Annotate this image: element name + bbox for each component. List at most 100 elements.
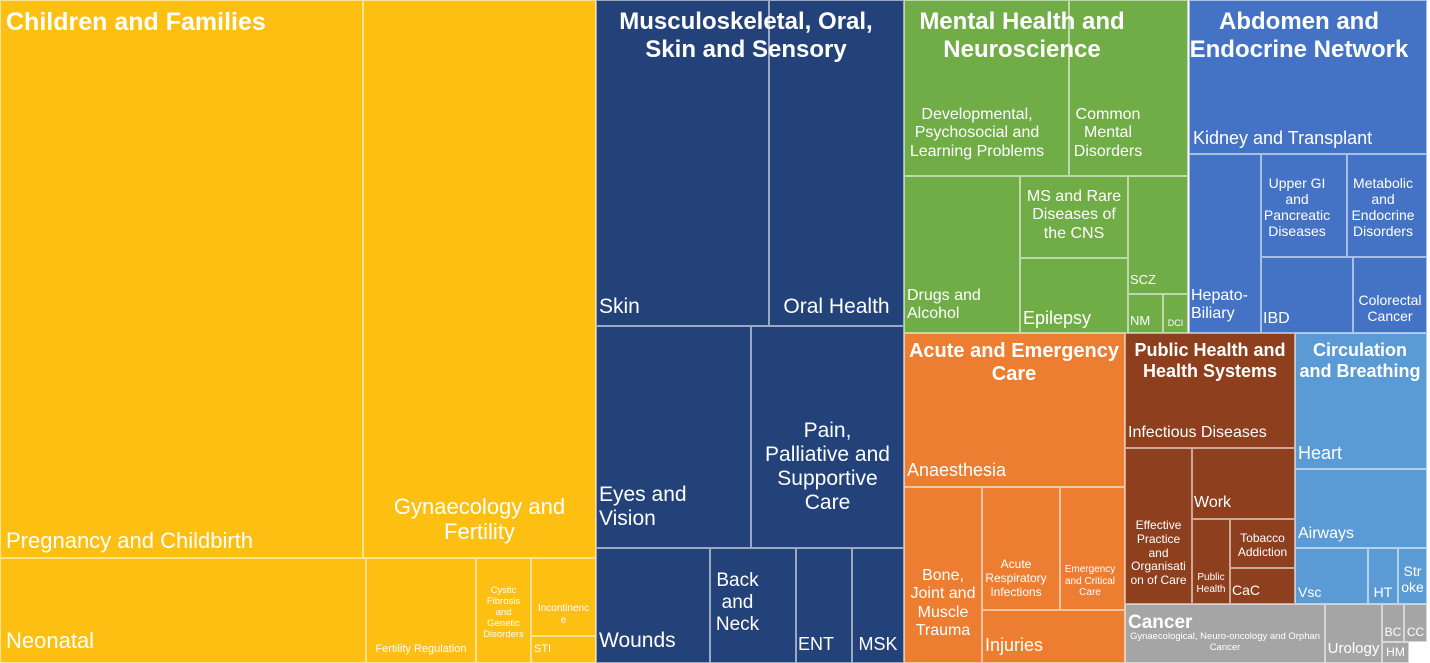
treemap-label-scz: SCZ [1130, 272, 1156, 287]
treemap-label-ent: ENT [798, 634, 834, 654]
treemap-group-title-mental-health-and-neuroscience: Mental Health and Neuroscience [919, 8, 1125, 63]
treemap-label-neonatal: Neonatal [6, 628, 95, 653]
treemap-group-title-abdomen-and-endocrine-network: Abdomen and Endocrine Network [1189, 8, 1409, 63]
treemap-label-emergency-and-critical-care: Emergency and Critical Care [1064, 564, 1116, 598]
treemap-cell-upper-gi-and-pancreatic-diseases [1261, 154, 1347, 257]
treemap-cell-common-mental-disorders [1069, 0, 1188, 176]
treemap-label-dci: DCI [1167, 318, 1184, 328]
treemap-cell-scz [1128, 176, 1188, 294]
treemap-cell-ht [1368, 548, 1398, 604]
treemap-label-developmental-psychosocial-and-learning-problems: Developmental, Psychosocial and Learning… [909, 106, 1045, 160]
treemap-label-pregnancy-and-childbirth: Pregnancy and Childbirth [6, 528, 254, 553]
treemap-cell-airways [1295, 469, 1427, 548]
treemap-group-title-cancer: Cancer [1128, 612, 1193, 633]
treemap-group-title-musculoskeletal-oral-skin-and-sensory: Musculoskeletal, Oral, Skin and Sensory [619, 8, 873, 63]
treemap-cell-drugs-and-alcohol [904, 176, 1020, 333]
treemap-cell-colorectal-cancer [1353, 257, 1427, 333]
treemap-cell-eyes-and-vision [596, 326, 751, 548]
treemap-label-pain-palliative-and-supportive-care: Pain, Palliative and Supportive Care [765, 419, 890, 515]
treemap-cell-infectious-diseases [1125, 333, 1295, 448]
treemap-cell-skin [596, 0, 769, 326]
treemap-cell-msk [852, 548, 904, 663]
treemap-cell-acute-respiratory-infections [982, 487, 1060, 610]
treemap-label-urology: Urology [1327, 640, 1380, 657]
treemap-label-hepato-biliary: Hepato- Biliary [1191, 287, 1248, 323]
treemap-cell-oral-health [769, 0, 904, 326]
treemap-label-drugs-and-alcohol: Drugs and Alcohol [907, 287, 981, 323]
treemap-cell-epilepsy [1020, 258, 1128, 333]
treemap-label-fertility-regulation: Fertility Regulation [375, 643, 467, 655]
treemap-cell-ibd [1261, 257, 1353, 333]
treemap-group-title-circulation-and-breathing: Circulation and Breathing [1299, 340, 1421, 381]
treemap-label-gynaecology-and-fertility: Gynaecology and Fertility [393, 494, 566, 545]
treemap-cell-emergency-and-critical-care [1060, 487, 1125, 610]
treemap-cell-stroke [1398, 548, 1427, 604]
treemap-label-metabolic-and-endocrine-disorders: Metabolic and Endocrine Disorders [1351, 175, 1415, 240]
treemap-label-back-and-neck: Back and Neck [715, 570, 760, 635]
treemap-cell-cac [1230, 568, 1295, 604]
treemap-label-tobacco-addiction: Tobacco Addiction [1237, 531, 1288, 559]
treemap-label-nm: NM [1130, 313, 1151, 328]
treemap-cell-bone-joint-and-muscle-trauma [904, 487, 982, 663]
treemap-cell-hepato-biliary [1189, 154, 1261, 333]
treemap-label-sti: STI [534, 643, 552, 655]
treemap-label-hm: HM [1386, 645, 1405, 659]
treemap-cell-effective-practice-and-organisation-of-care [1125, 448, 1192, 604]
treemap-label-ht: HT [1373, 584, 1393, 600]
treemap-label-stroke: Str oke [1401, 563, 1424, 596]
treemap-label-heart: Heart [1298, 443, 1343, 463]
treemap-label-eyes-and-vision: Eyes and Vision [599, 483, 687, 531]
treemap-label-ibd: IBD [1263, 310, 1290, 327]
treemap-cell-wounds [596, 548, 710, 663]
treemap-label-gynaecological-neuro-oncology-and-orphan-cancer: Gynaecological, Neuro-oncology and Orpha… [1129, 631, 1321, 653]
treemap-cell-public-health [1192, 519, 1230, 604]
treemap-label-incontinence: Incontinenc e [537, 603, 590, 626]
treemap-label-bone-joint-and-muscle-trauma: Bone, Joint and Muscle Trauma [910, 567, 976, 640]
treemap-label-ms-and-rare-diseases-of-the-cns: MS and Rare Diseases of the CNS [1026, 188, 1122, 242]
treemap-label-acute-respiratory-infections: Acute Respiratory Infections [985, 557, 1047, 599]
treemap-label-common-mental-disorders: Common Mental Disorders [1073, 106, 1143, 160]
treemap-label-wounds: Wounds [599, 629, 676, 652]
treemap-label-effective-practice-and-organisation-of-care: Effective Practice and Organisati on of … [1130, 518, 1187, 588]
treemap-label-skin: Skin [599, 295, 640, 318]
treemap-label-upper-gi-and-pancreatic-diseases: Upper GI and Pancreatic Diseases [1263, 175, 1331, 240]
treemap-label-kidney-and-transplant: Kidney and Transplant [1193, 128, 1373, 148]
treemap-cell-ms-and-rare-diseases-of-the-cns [1020, 176, 1128, 258]
treemap-label-cac: CaC [1232, 582, 1261, 598]
treemap-cell-back-and-neck [710, 548, 796, 663]
treemap-cell-metabolic-and-endocrine-disorders [1347, 154, 1427, 257]
treemap-cell-gynaecology-and-fertility [363, 0, 596, 558]
treemap-cell-ent [796, 548, 852, 663]
treemap-group-title-children-and-families: Children and Families [6, 8, 266, 36]
treemap-cell-incontinence [531, 558, 596, 636]
treemap-label-bc: BC [1384, 625, 1402, 639]
treemap-label-injuries: Injuries [985, 635, 1044, 655]
treemap-label-oral-health: Oral Health [783, 295, 890, 318]
treemap-label-vsc: Vsc [1298, 584, 1322, 600]
treemap-cell-pregnancy-and-childbirth [0, 0, 363, 558]
treemap-cell-kidney-and-transplant [1189, 0, 1427, 154]
treemap-cell-urology [1325, 604, 1382, 663]
treemap-label-msk: MSK [858, 634, 898, 654]
treemap-cell-tobacco-addiction [1230, 519, 1295, 568]
treemap-label-work: Work [1194, 494, 1232, 511]
treemap-label-anaesthesia: Anaesthesia [907, 460, 1007, 480]
treemap-cell-heart [1295, 333, 1427, 469]
treemap-label-cystic-fibrosis-and-genetic-disorders: Cystic Fibrosis and Genetic Disorders [483, 585, 524, 640]
treemap-cell-anaesthesia [904, 333, 1125, 487]
treemap-label-airways: Airways [1298, 525, 1355, 542]
treemap-label-public-health: Public Health [1196, 572, 1226, 595]
treemap-cell-neonatal [0, 558, 366, 663]
treemap-cell-bc [1382, 604, 1404, 642]
treemap-label-epilepsy: Epilepsy [1023, 308, 1092, 328]
treemap-label-infectious-diseases: Infectious Diseases [1128, 424, 1267, 441]
treemap-cell-work [1192, 448, 1295, 519]
treemap-cell-injuries [982, 610, 1125, 663]
treemap-cell-pain-palliative-and-supportive-care [751, 326, 904, 548]
treemap-cell-cc [1404, 604, 1427, 642]
treemap-cell-vsc [1295, 548, 1368, 604]
treemap-group-title-public-health-and-health-systems: Public Health and Health Systems [1134, 340, 1286, 381]
treemap-group-title-acute-and-emergency-care: Acute and Emergency Care [908, 340, 1120, 385]
treemap-cell-dci [1163, 294, 1188, 333]
